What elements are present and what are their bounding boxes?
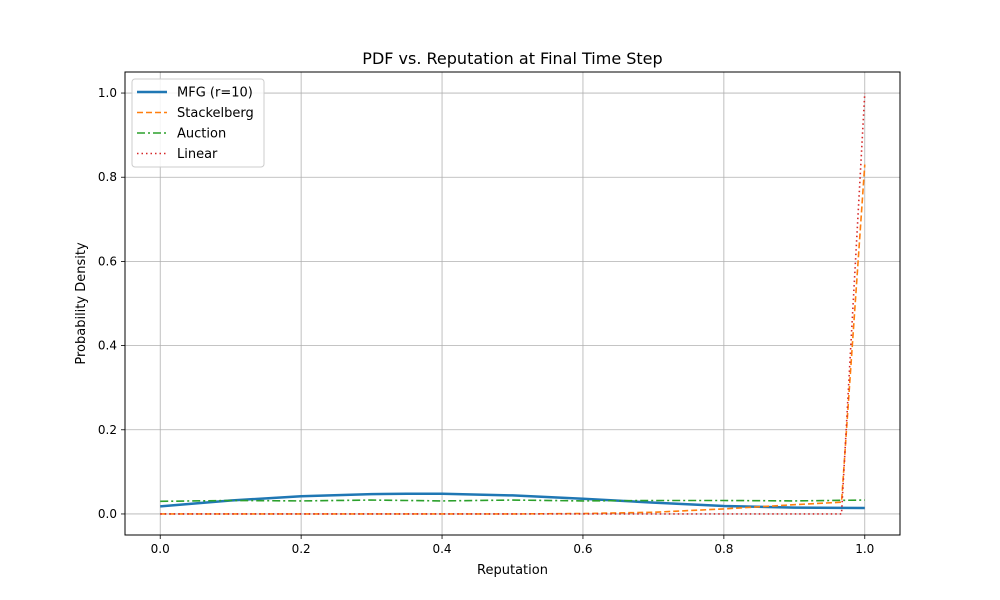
x-tick-label: 1.0 xyxy=(855,542,874,556)
legend-label-stackelberg: Stackelberg xyxy=(177,106,254,121)
legend-label-auction: Auction xyxy=(177,127,226,142)
y-tick-label: 0.8 xyxy=(98,170,117,184)
grid-layer xyxy=(125,72,900,535)
y-tick-label: 0.4 xyxy=(98,339,117,353)
legend-items: MFG (r=10) Stackelberg Auction Linear xyxy=(137,86,254,162)
y-tick-label: 0.0 xyxy=(98,507,117,521)
series-line-stackelberg xyxy=(160,164,866,515)
x-axis-label: Reputation xyxy=(477,563,548,578)
y-tick-label: 0.6 xyxy=(98,254,117,268)
tick-layer: 0.0 0.2 0.4 0.6 0.8 1.0 0.0 0.2 0.4 0.6 0.8 1.0 xyxy=(98,86,874,556)
series-layer xyxy=(160,93,866,515)
y-axis-label: Probability Density xyxy=(74,242,89,365)
series-line-auction xyxy=(160,499,865,503)
x-tick-label: 0.8 xyxy=(714,542,733,556)
legend-label-mfg-r-10: MFG (r=10) xyxy=(177,86,253,101)
x-tick-label: 0.2 xyxy=(292,542,311,556)
y-tick-label: 0.2 xyxy=(98,423,117,437)
plot-frame xyxy=(124,71,901,536)
y-tick-label: 1.0 xyxy=(98,86,117,100)
series-line-mfg-r-10 xyxy=(160,492,865,510)
legend-label-linear: Linear xyxy=(177,147,218,162)
legend-frame xyxy=(131,78,265,168)
x-tick-label: 0.6 xyxy=(573,542,592,556)
chart-title: PDF vs. Reputation at Final Time Step xyxy=(362,49,662,68)
legend: MFG (r=10) Stackelberg Auction Linear xyxy=(131,78,265,168)
x-tick-label: 0.0 xyxy=(151,542,170,556)
x-tick-label: 0.4 xyxy=(432,542,451,556)
